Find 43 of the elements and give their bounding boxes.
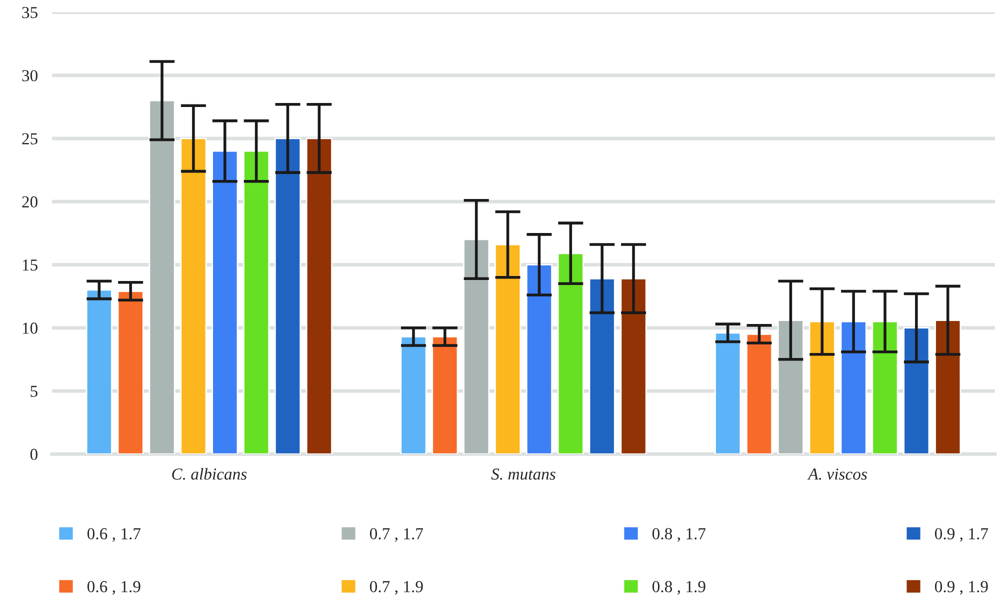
bar [872,320,898,454]
bar [934,320,962,454]
y-tick-label: 5 [30,386,38,397]
bar [306,138,332,454]
bar [432,336,458,454]
legend-label: 0.8 , 1.7 [652,528,706,542]
bar [903,327,930,454]
bar [494,244,522,454]
x-tick-label: S. mutans [491,468,556,480]
bar [777,320,804,454]
bar [463,238,490,454]
bar [274,138,302,454]
bar [180,138,207,454]
legend-label: 0.8 , 1.9 [652,581,706,595]
legend-label: 0.9 , 1.9 [934,581,988,595]
bar [840,320,867,454]
bar [117,290,144,454]
x-tick-label: A. viscos [807,468,867,480]
legend-label: 0.7 , 1.7 [370,528,424,542]
y-tick-label: 0 [30,448,38,460]
legend-label: 0.6 , 1.9 [87,581,140,595]
bar [212,150,238,454]
bar [620,278,647,454]
bar [400,336,427,454]
y-tick-label: 15 [22,260,38,271]
bar [557,252,584,454]
legend-label: 0.6 , 1.7 [87,528,141,542]
bar [746,333,773,454]
y-tick-label: 20 [22,196,38,208]
y-tick-label: 30 [22,70,38,82]
bar [588,278,616,454]
y-tick-label: 25 [22,133,38,144]
bar [243,150,270,454]
bar [148,100,176,454]
y-tick-label: 10 [22,322,38,334]
y-tick-label: 35 [22,6,38,18]
x-tick-label: C. albicans [172,468,247,480]
bar [526,264,552,454]
legend-label: 0.9 , 1.7 [934,528,988,542]
bar [86,289,112,454]
legend-label: 0.7 , 1.9 [370,581,423,595]
bar [808,320,836,454]
bar [714,332,742,454]
